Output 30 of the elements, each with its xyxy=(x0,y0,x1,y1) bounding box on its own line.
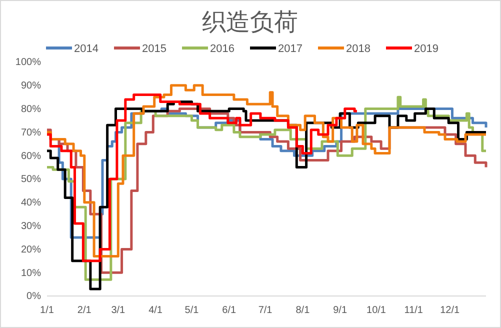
y-tick-label: 100% xyxy=(15,57,42,68)
x-tick-label: 11/1 xyxy=(404,305,424,316)
legend-label: 2015 xyxy=(142,43,166,55)
y-tick-label: 0% xyxy=(26,291,42,302)
x-tick-label: 8/1 xyxy=(296,305,310,316)
y-tick-label: 60% xyxy=(20,150,42,162)
y-tick-label: 40% xyxy=(20,198,42,209)
x-tick-label: 6/1 xyxy=(222,305,236,316)
y-tick-label: 30% xyxy=(20,221,42,232)
y-tick-label: 90% xyxy=(20,80,42,92)
x-tick-label: 9/1 xyxy=(333,305,348,316)
legend-label: 2018 xyxy=(346,43,370,55)
legend-label: 2019 xyxy=(414,43,438,55)
x-tick-label: 12/1 xyxy=(440,305,460,316)
y-tick-label: 20% xyxy=(20,244,42,256)
x-tick-label: 5/1 xyxy=(184,305,200,316)
y-tick-label: 80% xyxy=(20,104,42,115)
y-tick-label: 50% xyxy=(20,174,42,186)
x-tick-label: 4/1 xyxy=(148,305,163,316)
x-tick-label: 1/1 xyxy=(40,305,54,316)
x-tick-label: 10/1 xyxy=(366,305,386,316)
x-tick-label: 2/1 xyxy=(77,305,92,316)
x-tick-label: 3/1 xyxy=(111,305,126,316)
chart-title: 织造负荷 xyxy=(202,9,298,36)
legend-label: 2017 xyxy=(278,43,302,55)
legend-label: 2014 xyxy=(74,43,98,55)
legend-label: 2016 xyxy=(210,43,234,55)
y-tick-label: 70% xyxy=(20,127,42,138)
x-tick-label: 7/1 xyxy=(258,305,273,316)
y-tick-label: 10% xyxy=(20,268,42,279)
